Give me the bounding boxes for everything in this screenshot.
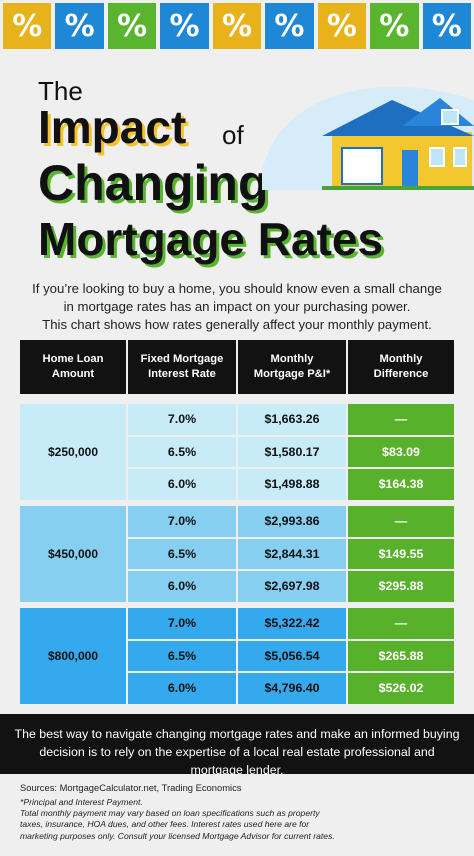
difference-cell: $164.38: [348, 469, 454, 500]
rate-cell: 6.0%: [128, 673, 236, 704]
difference-cell: —: [348, 506, 454, 537]
payment-cell: $2,697.98: [238, 571, 346, 602]
percent-icon: %: [55, 3, 104, 49]
difference-cell: —: [348, 608, 454, 639]
percent-icon: %: [160, 3, 209, 49]
footnote-line: marketing purposes only. Consult your li…: [20, 830, 335, 841]
difference-cell: $83.09: [348, 436, 454, 468]
difference-cell: $526.02: [348, 673, 454, 704]
header-home-loan-amount: Home Loan Amount: [20, 340, 126, 394]
footnote-line: taxes, insurance, HOA dues, and other fe…: [20, 819, 310, 830]
percent-tile-strip: % % % % % % % % %: [0, 0, 474, 52]
rate-cell: 7.0%: [128, 506, 236, 537]
rate-cell: 6.0%: [128, 469, 236, 500]
loan-amount: $250,000: [20, 404, 126, 500]
loan-group-800k: $800,000 7.0% 6.5% 6.0% $5,322.42 $5,056…: [20, 608, 454, 704]
payment-cell: $4,796.40: [238, 673, 346, 704]
rate-cell: 7.0%: [128, 404, 236, 435]
footnote-line: Total monthly payment may vary based on …: [20, 808, 320, 819]
percent-icon: %: [422, 3, 471, 49]
header-monthly-payment: Monthly Mortgage P&I*: [238, 340, 346, 394]
house-illustration: [262, 86, 474, 190]
intro-line: If you’re looking to buy a home, you sho…: [32, 281, 442, 296]
callout-line: decision is to rely on the expertise of …: [39, 745, 435, 777]
percent-icon: %: [265, 3, 314, 49]
intro-text: If you’re looking to buy a home, you sho…: [20, 280, 454, 334]
title-the: The: [38, 76, 83, 106]
payment-cell: $2,844.31: [238, 538, 346, 570]
title-of: of: [222, 120, 244, 150]
title-impact: Impact: [38, 101, 187, 153]
rate-cell: 6.0%: [128, 571, 236, 602]
payment-cell: $2,993.86: [238, 506, 346, 537]
loan-amount: $450,000: [20, 506, 126, 602]
rate-cell: 6.5%: [128, 436, 236, 468]
rate-cell: 7.0%: [128, 608, 236, 639]
payment-cell: $1,663.26: [238, 404, 346, 435]
callout-line: The best way to navigate changing mortga…: [14, 727, 460, 741]
intro-line: This chart shows how rates generally aff…: [42, 317, 432, 332]
percent-icon: %: [370, 3, 419, 49]
header-interest-rate: Fixed Mortgage Interest Rate: [128, 340, 236, 394]
percent-icon: %: [212, 3, 262, 49]
difference-cell: $149.55: [348, 538, 454, 570]
rate-cell: 6.5%: [128, 640, 236, 672]
percent-icon: %: [107, 3, 157, 49]
payment-cell: $1,498.88: [238, 469, 346, 500]
footnote-line: *Principal and Interest Payment.: [20, 797, 143, 807]
percent-icon: %: [317, 3, 367, 49]
table-header: Home Loan Amount Fixed Mortgage Interest R…: [20, 340, 454, 394]
title-mortgage-rates: Mortgage Rates: [38, 213, 384, 265]
payment-cell: $1,580.17: [238, 436, 346, 468]
intro-line: in mortgage rates has an impact on your …: [63, 299, 411, 314]
rate-cell: 6.5%: [128, 538, 236, 570]
difference-cell: $265.88: [348, 640, 454, 672]
payment-cell: $5,322.42: [238, 608, 346, 639]
loan-group-250k: $250,000 7.0% 6.5% 6.0% $1,663.26 $1,580…: [20, 404, 454, 500]
difference-cell: —: [348, 404, 454, 435]
title-changing: Changing: [38, 155, 269, 211]
difference-cell: $295.88: [348, 571, 454, 602]
footnotes: *Principal and Interest Payment. Total m…: [20, 797, 460, 842]
sources: Sources: MortgageCalculator.net, Trading…: [20, 782, 242, 793]
loan-amount: $800,000: [20, 608, 126, 704]
header-monthly-difference: Monthly Difference: [348, 340, 454, 394]
payment-cell: $5,056.54: [238, 640, 346, 672]
callout-banner: The best way to navigate changing mortga…: [0, 714, 474, 777]
loan-group-450k: $450,000 7.0% 6.5% 6.0% $2,993.86 $2,844…: [20, 506, 454, 602]
percent-icon: %: [3, 3, 52, 49]
